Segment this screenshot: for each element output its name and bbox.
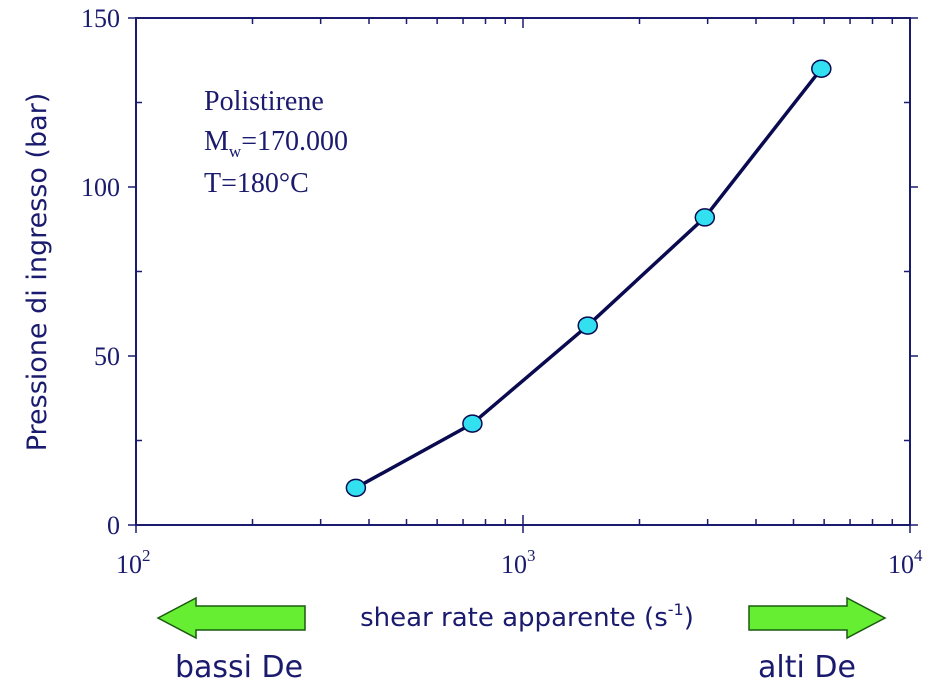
annotation-temperature: T=180°C: [204, 168, 309, 199]
y-tick-labels: 0 50 100 150: [81, 4, 120, 540]
x-minor-ticks: [135, 18, 911, 533]
data-point-4: [694, 208, 716, 227]
y-axis-label: Pressione di ingresso (bar): [22, 93, 53, 452]
series-points: [345, 59, 832, 498]
data-point-1: [345, 478, 367, 498]
series-line: [355, 67, 823, 490]
annotation-material: Polistirene: [204, 86, 324, 117]
data-point-5: [811, 59, 832, 78]
annotation: Polistirene Mw=170.000 T=180°C: [204, 86, 348, 199]
annotation-mw: Mw=170.000: [204, 126, 348, 161]
x-tick-labels: 102 103 104: [116, 546, 923, 579]
x-axis-label: shear rate apparente (s-1): [360, 600, 694, 633]
right-arrow: [748, 596, 887, 640]
y-tick-label-50: 50: [94, 342, 120, 371]
left-arrow: [156, 596, 306, 640]
x-tick-label-100: 102: [116, 546, 151, 579]
x-tick-label-10000: 104: [888, 546, 923, 579]
high-deborah-label: alti De: [758, 650, 856, 685]
y-tick-label-100: 100: [81, 173, 120, 202]
y-tick-label-150: 150: [81, 4, 120, 33]
x-tick-label-1000: 103: [501, 546, 536, 579]
data-point-2: [462, 414, 483, 433]
low-deborah-label: bassi De: [175, 650, 303, 685]
data-point-3: [577, 316, 599, 335]
y-tick-label-0: 0: [107, 511, 120, 540]
y-ticks: [128, 17, 918, 526]
